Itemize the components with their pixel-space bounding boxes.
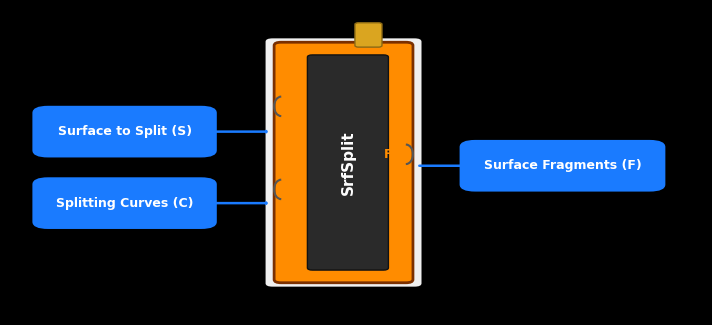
Text: S: S bbox=[294, 100, 303, 113]
Text: C: C bbox=[294, 183, 303, 196]
FancyBboxPatch shape bbox=[460, 140, 665, 192]
FancyBboxPatch shape bbox=[308, 55, 389, 270]
FancyBboxPatch shape bbox=[274, 42, 413, 283]
FancyBboxPatch shape bbox=[32, 106, 216, 158]
Text: F: F bbox=[384, 148, 392, 161]
Text: Surface Fragments (F): Surface Fragments (F) bbox=[483, 159, 642, 172]
FancyBboxPatch shape bbox=[355, 23, 382, 47]
Text: Surface to Split (S): Surface to Split (S) bbox=[58, 125, 192, 138]
FancyBboxPatch shape bbox=[266, 38, 422, 287]
Text: SrfSplit: SrfSplit bbox=[340, 130, 355, 195]
Text: Splitting Curves (C): Splitting Curves (C) bbox=[56, 197, 194, 210]
FancyBboxPatch shape bbox=[32, 177, 216, 229]
